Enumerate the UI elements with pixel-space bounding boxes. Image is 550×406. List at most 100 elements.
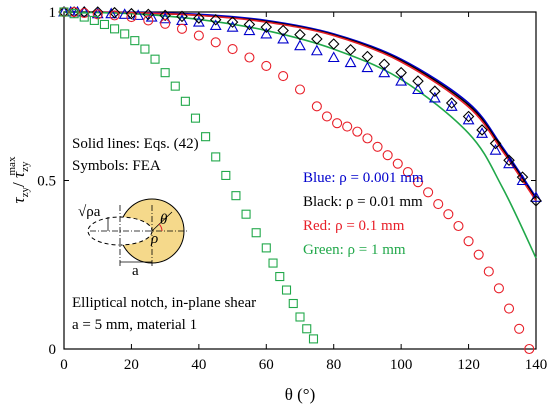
point-green	[130, 36, 140, 46]
point-black	[125, 7, 138, 20]
point-green	[160, 68, 170, 78]
point-black	[516, 171, 529, 183]
point-blue	[310, 44, 323, 56]
annotation-symbols: Symbols: FEA	[72, 158, 161, 174]
point-black	[429, 85, 441, 97]
x-tick-label: 100	[390, 357, 413, 373]
x-tick-label: 80	[326, 357, 341, 373]
point-black	[142, 8, 155, 21]
x-tick-label: 120	[457, 357, 480, 373]
point-red	[294, 84, 306, 95]
inset-rho-label: ρ	[150, 231, 158, 247]
point-blue	[209, 19, 222, 31]
model-lines	[63, 11, 537, 259]
point-black	[462, 110, 475, 123]
legend-black: Black: ρ = 0.01 mm	[303, 194, 423, 210]
y-tick-label: 0	[49, 342, 57, 358]
point-blue	[462, 113, 475, 125]
annotation-solid-lines: Solid lines: Eqs. (42)	[72, 136, 199, 152]
legend-red: Red: ρ = 0.1 mm	[303, 218, 405, 234]
notch-inset: √ρa θ ρ a	[78, 198, 188, 279]
point-red	[244, 52, 255, 63]
point-blue	[105, 7, 118, 19]
point-black	[277, 24, 289, 37]
point-blue	[243, 24, 256, 36]
point-black	[226, 16, 239, 28]
line-red	[63, 11, 537, 202]
point-red	[160, 18, 171, 29]
point-green	[261, 243, 271, 253]
x-tick-label: 60	[259, 357, 274, 373]
point-red	[261, 60, 272, 71]
svg-text:τzy/ τzymax: τzy/ τzymax	[6, 156, 31, 203]
annotation-notch-type: Elliptical notch, in-plane shear	[72, 295, 256, 311]
point-red	[143, 15, 154, 26]
legend-green: Green: ρ = 1 mm	[303, 242, 406, 258]
point-red	[193, 30, 204, 41]
point-blue	[530, 191, 542, 202]
point-green	[308, 334, 319, 344]
point-red	[473, 249, 484, 260]
point-red	[342, 121, 353, 132]
x-tick-label: 20	[124, 357, 139, 373]
ticks: 0 20 40 60 80 100 120 140 0 0.5 1	[37, 5, 547, 373]
point-red	[176, 23, 188, 34]
point-black	[260, 21, 273, 33]
point-black	[530, 194, 542, 207]
point-blue	[260, 27, 273, 39]
point-blue	[78, 5, 91, 17]
point-black	[159, 9, 171, 22]
point-red	[423, 187, 434, 198]
point-red	[109, 10, 120, 21]
point-green	[211, 152, 221, 162]
point-green	[302, 324, 312, 334]
y-label-sup-right: max	[6, 156, 18, 175]
point-red	[463, 236, 474, 247]
point-red	[503, 303, 515, 314]
inset-theta-label: θ	[160, 212, 168, 228]
point-blue	[412, 83, 424, 95]
x-axis-label: θ (°)	[285, 385, 316, 404]
point-red	[278, 70, 289, 82]
point-blue	[145, 10, 158, 22]
point-black	[344, 43, 357, 56]
inset-a-label: a	[132, 263, 139, 279]
point-red	[321, 111, 333, 122]
point-red	[493, 283, 504, 294]
point-black	[378, 58, 391, 71]
point-red	[126, 12, 137, 23]
point-black	[243, 18, 256, 31]
y-tick-label: 1	[49, 5, 57, 21]
point-black	[476, 124, 488, 136]
x-tick-label: 140	[525, 357, 548, 373]
point-blue	[277, 32, 290, 44]
point-black	[311, 33, 323, 45]
y-label-slash: /	[9, 178, 28, 187]
point-blue	[395, 74, 408, 86]
annotation-parameters: a = 5 mm, material 1	[72, 317, 197, 333]
point-green	[241, 209, 251, 219]
point-green	[231, 191, 241, 201]
point-blue	[378, 66, 391, 78]
point-blue	[226, 21, 239, 32]
point-black	[395, 66, 407, 79]
point-red	[392, 158, 403, 169]
point-blue	[476, 127, 488, 138]
inset-theta-arc	[158, 223, 163, 232]
point-green	[59, 7, 69, 17]
point-green	[275, 271, 285, 282]
point-black	[91, 6, 104, 18]
point-red	[210, 37, 221, 48]
y-axis-label: τzy/ τzymax	[6, 156, 31, 203]
point-black	[176, 10, 188, 23]
legend: Blue: ρ = 0.001 mm Black: ρ = 0.01 mm Re…	[303, 170, 424, 258]
point-black	[209, 13, 222, 26]
point-black	[361, 50, 374, 63]
legend-blue: Blue: ρ = 0.001 mm	[303, 170, 424, 186]
point-red	[382, 150, 393, 161]
point-green	[190, 113, 201, 123]
point-blue	[327, 51, 340, 63]
point-red	[92, 9, 103, 20]
point-red	[483, 266, 494, 277]
